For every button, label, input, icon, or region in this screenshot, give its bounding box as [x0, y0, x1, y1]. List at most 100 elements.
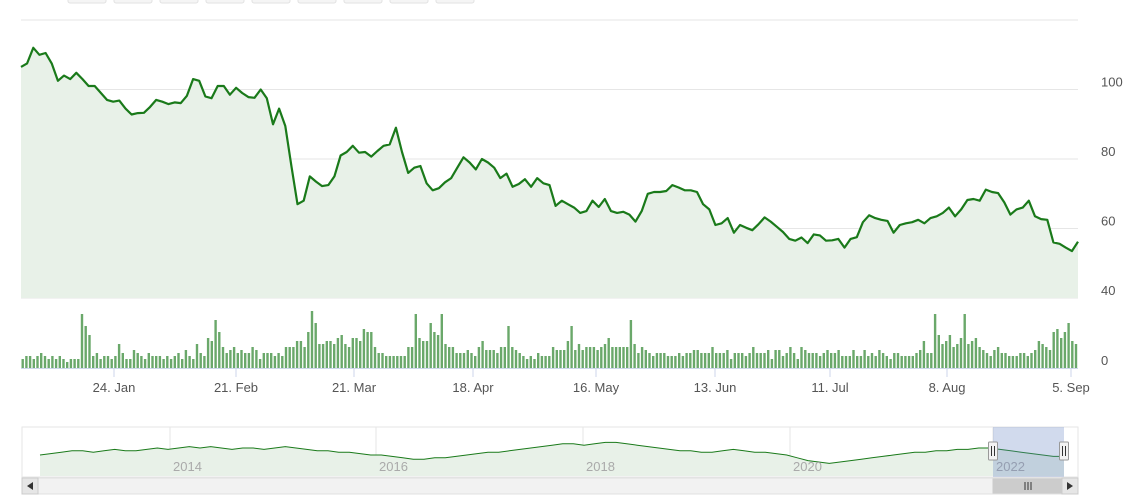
volume-bar — [407, 347, 410, 368]
volume-bar — [295, 341, 299, 368]
volume-bar — [299, 341, 303, 368]
range-button[interactable] — [67, 0, 107, 4]
range-button[interactable] — [297, 0, 337, 4]
volume-bar — [325, 341, 328, 368]
volume-bar — [689, 353, 692, 368]
volume-bar — [66, 362, 69, 368]
volume-bar — [959, 338, 963, 368]
range-button[interactable] — [389, 0, 429, 4]
volume-bar — [1034, 350, 1037, 368]
volume-bar — [540, 356, 544, 368]
volume-bar — [755, 353, 759, 368]
navigator-selection[interactable] — [993, 427, 1064, 477]
volume-bar — [781, 356, 785, 368]
volume-bar — [422, 341, 425, 368]
volume-bar — [1030, 353, 1033, 368]
range-button[interactable] — [205, 0, 245, 4]
volume-bar — [121, 353, 124, 368]
volume-bar — [548, 356, 551, 368]
volume-bar — [77, 359, 80, 368]
volume-bar — [681, 356, 685, 368]
volume-bar — [229, 350, 232, 368]
volume-bar — [143, 359, 147, 368]
volume-bar — [470, 353, 473, 368]
volume-bar — [292, 347, 295, 368]
volume-bar — [715, 353, 718, 368]
volume-bar — [848, 356, 851, 368]
volume-bar — [1063, 332, 1067, 368]
volume-bar — [937, 335, 940, 368]
volume-bar — [32, 359, 35, 368]
price-tick-label: 80 — [1101, 144, 1115, 159]
scrollbar-track[interactable] — [21, 477, 1079, 495]
volume-bar — [741, 353, 744, 368]
volume-bar — [948, 335, 952, 368]
volume-bar — [396, 356, 399, 368]
volume-bar — [674, 356, 677, 368]
range-button[interactable] — [113, 0, 153, 4]
volume-bar — [600, 347, 603, 368]
volume-bar — [648, 353, 651, 368]
navigator-handle-left[interactable] — [988, 441, 998, 461]
volume-bar — [711, 347, 714, 368]
volume-bar — [726, 350, 729, 368]
scrollbar[interactable] — [21, 477, 1079, 495]
volume-bar — [911, 356, 914, 368]
volume-bar — [240, 350, 243, 368]
navigator-handle-right[interactable] — [1059, 441, 1069, 461]
x-tick-label: 11. Jul — [811, 380, 848, 395]
volume-bar — [351, 338, 354, 368]
x-tick-label: 18. Apr — [452, 380, 494, 395]
volume-bar — [307, 332, 310, 368]
volume-bar — [852, 350, 855, 368]
volume-bar — [318, 344, 321, 368]
range-button[interactable] — [159, 0, 199, 4]
volume-bar — [870, 353, 874, 368]
volume-bar — [844, 356, 848, 368]
volume-bar — [344, 344, 347, 368]
volume-bar — [941, 344, 944, 368]
volume-bar — [733, 353, 736, 368]
volume-bar — [273, 356, 277, 368]
volume-bar — [818, 356, 822, 368]
range-button[interactable] — [435, 0, 475, 4]
volume-bar — [40, 353, 43, 368]
volume-bar — [388, 356, 392, 368]
volume-bar — [804, 350, 807, 368]
navigator-area — [40, 442, 1064, 476]
volume-bar — [915, 353, 918, 368]
volume-bar — [626, 347, 629, 368]
volume-bar — [874, 356, 877, 368]
volume-bar — [974, 338, 978, 368]
navigator[interactable]: 2014 2016 2018 2020 2022 — [21, 426, 1079, 478]
volume-bar — [522, 356, 525, 368]
volume-bar — [544, 356, 547, 368]
volume-bar — [448, 347, 451, 368]
volume-bar — [106, 356, 110, 368]
navigator-tick-label: 2016 — [379, 459, 408, 474]
volume-bar — [1052, 332, 1055, 368]
volume-bar — [440, 314, 443, 368]
x-tick-label: 16. May — [573, 380, 620, 395]
volume-bar — [499, 347, 503, 368]
volume-bar — [270, 353, 273, 368]
volume-axis: 0 — [1101, 353, 1108, 368]
volume-bar — [385, 356, 388, 368]
volume-bar — [703, 353, 707, 368]
volume-bar — [69, 359, 73, 368]
volume-bar — [640, 347, 644, 368]
volume-bar — [982, 350, 985, 368]
range-button[interactable] — [251, 0, 291, 4]
volume-bar — [529, 356, 532, 368]
volume-bar — [314, 323, 317, 368]
volume-bar — [752, 347, 755, 368]
volume-bar — [340, 335, 343, 368]
volume-bar — [559, 350, 562, 368]
volume-bar — [585, 347, 588, 368]
volume-bar — [900, 356, 903, 368]
volume-bar — [533, 359, 536, 368]
volume-tick-label: 0 — [1101, 353, 1108, 368]
range-button[interactable] — [343, 0, 383, 4]
volume-bar — [863, 350, 866, 368]
volume-bar — [166, 356, 169, 368]
